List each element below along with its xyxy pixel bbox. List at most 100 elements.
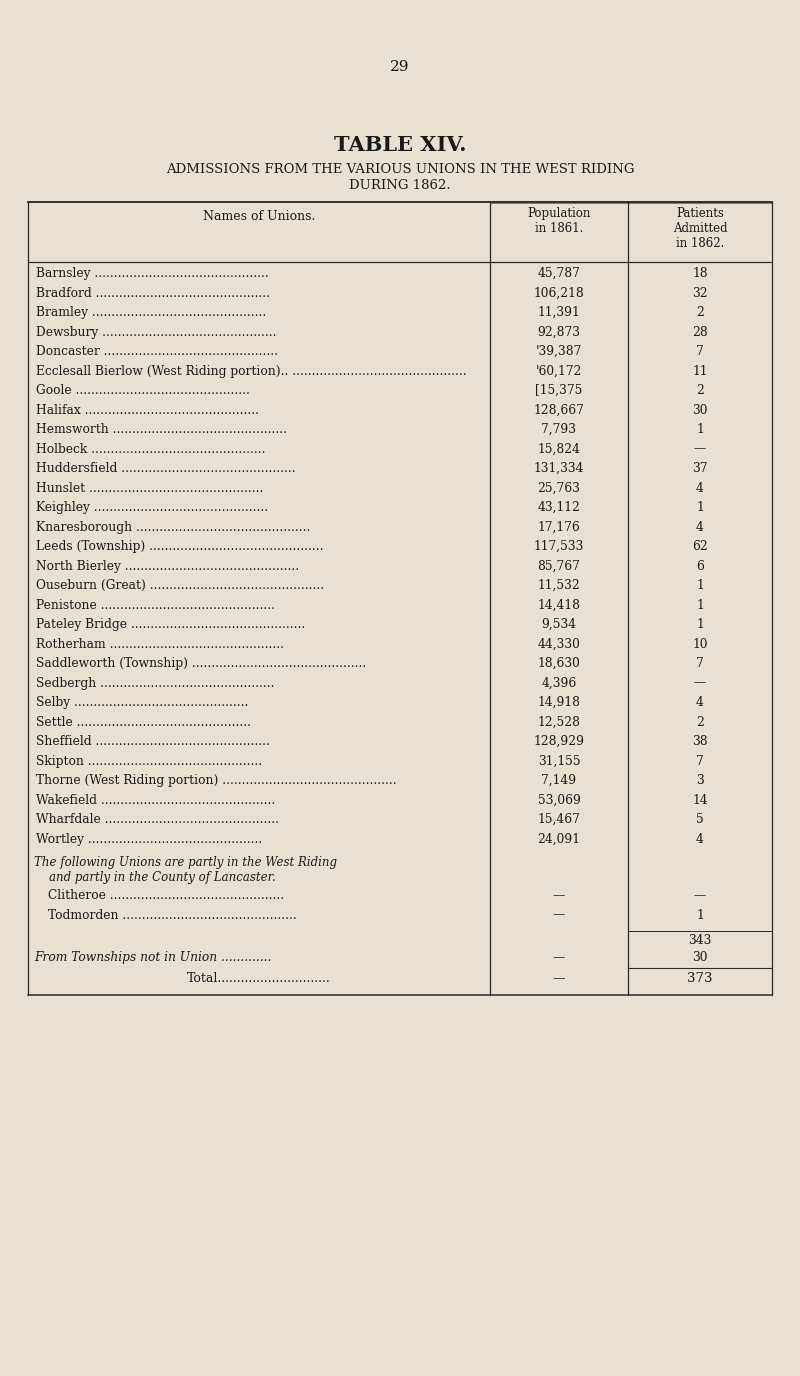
Text: ADMISSIONS FROM THE VARIOUS UNIONS IN THE WEST RIDING: ADMISSIONS FROM THE VARIOUS UNIONS IN TH… xyxy=(166,162,634,176)
Text: —: — xyxy=(553,908,565,922)
Text: —: — xyxy=(553,971,566,985)
Text: Hemsworth .............................................: Hemsworth ..............................… xyxy=(36,422,287,436)
Text: and partly in the County of Lancaster.: and partly in the County of Lancaster. xyxy=(34,871,276,883)
Text: Penistone .............................................: Penistone ..............................… xyxy=(36,599,275,611)
Text: Thorne (West Riding portion) .............................................: Thorne (West Riding portion) ...........… xyxy=(36,775,397,787)
Text: 117,533: 117,533 xyxy=(534,539,584,553)
Text: Dewsbury .............................................: Dewsbury ...............................… xyxy=(36,326,277,338)
Text: 11,532: 11,532 xyxy=(538,579,580,592)
Text: 11,391: 11,391 xyxy=(538,305,580,319)
Text: 7,793: 7,793 xyxy=(542,422,577,436)
Text: 11: 11 xyxy=(692,365,708,377)
Text: Goole .............................................: Goole ..................................… xyxy=(36,384,250,398)
Text: 28: 28 xyxy=(692,326,708,338)
Text: —: — xyxy=(694,889,706,903)
Text: 131,334: 131,334 xyxy=(534,462,584,475)
Text: Population
in 1861.: Population in 1861. xyxy=(527,206,590,235)
Text: 9,534: 9,534 xyxy=(542,618,577,632)
Text: 1: 1 xyxy=(696,579,704,592)
Text: Wortley .............................................: Wortley ................................… xyxy=(36,832,262,845)
Text: —: — xyxy=(553,889,565,903)
Text: 7: 7 xyxy=(696,754,704,768)
Text: '39,387: '39,387 xyxy=(536,345,582,358)
Text: Wharfdale .............................................: Wharfdale ..............................… xyxy=(36,813,279,826)
Text: From Townships not in Union .............: From Townships not in Union ............… xyxy=(34,951,271,965)
Text: 31,155: 31,155 xyxy=(538,754,580,768)
Text: 18,630: 18,630 xyxy=(538,656,581,670)
Text: 2: 2 xyxy=(696,716,704,728)
Text: 4: 4 xyxy=(696,832,704,845)
Text: Saddleworth (Township) .............................................: Saddleworth (Township) .................… xyxy=(36,656,366,670)
Text: Keighley .............................................: Keighley ...............................… xyxy=(36,501,268,515)
Text: 1: 1 xyxy=(696,422,704,436)
Text: Names of Unions.: Names of Unions. xyxy=(203,211,315,223)
Text: Sheffield .............................................: Sheffield ..............................… xyxy=(36,735,270,749)
Text: [15,375: [15,375 xyxy=(535,384,582,398)
Text: 30: 30 xyxy=(692,951,708,965)
Text: Ouseburn (Great) .............................................: Ouseburn (Great) .......................… xyxy=(36,579,324,592)
Text: 85,767: 85,767 xyxy=(538,560,581,572)
Text: 5: 5 xyxy=(696,813,704,826)
Text: '60,172: '60,172 xyxy=(536,365,582,377)
Text: 14,418: 14,418 xyxy=(538,599,581,611)
Text: 4,396: 4,396 xyxy=(542,677,577,689)
Text: Skipton .............................................: Skipton ................................… xyxy=(36,754,262,768)
Text: 29: 29 xyxy=(390,61,410,74)
Text: 1: 1 xyxy=(696,599,704,611)
Text: 2: 2 xyxy=(696,305,704,319)
Text: 7,149: 7,149 xyxy=(542,775,577,787)
Text: 2: 2 xyxy=(696,384,704,398)
Text: 44,330: 44,330 xyxy=(538,637,581,651)
Text: 38: 38 xyxy=(692,735,708,749)
Text: 6: 6 xyxy=(696,560,704,572)
Text: Knaresborough .............................................: Knaresborough ..........................… xyxy=(36,520,310,534)
Text: 1: 1 xyxy=(696,618,704,632)
Text: Sedbergh .............................................: Sedbergh ...............................… xyxy=(36,677,274,689)
Text: 373: 373 xyxy=(687,971,713,985)
Text: 18: 18 xyxy=(692,267,708,279)
Text: Settle .............................................: Settle .................................… xyxy=(36,716,251,728)
Text: TABLE XIV.: TABLE XIV. xyxy=(334,135,466,155)
Text: 92,873: 92,873 xyxy=(538,326,581,338)
Text: 45,787: 45,787 xyxy=(538,267,581,279)
Text: 12,528: 12,528 xyxy=(538,716,581,728)
Text: 4: 4 xyxy=(696,482,704,494)
Text: Pateley Bridge .............................................: Pateley Bridge .........................… xyxy=(36,618,306,632)
Text: 62: 62 xyxy=(692,539,708,553)
Text: Barnsley .............................................: Barnsley ...............................… xyxy=(36,267,269,279)
Text: 30: 30 xyxy=(692,403,708,417)
Text: —: — xyxy=(694,677,706,689)
Text: Selby .............................................: Selby ..................................… xyxy=(36,696,248,709)
Text: Doncaster .............................................: Doncaster ..............................… xyxy=(36,345,278,358)
Text: Huddersfield .............................................: Huddersfield ...........................… xyxy=(36,462,296,475)
Text: Todmorden .............................................: Todmorden ..............................… xyxy=(48,908,297,922)
Text: —: — xyxy=(694,443,706,455)
Text: 15,467: 15,467 xyxy=(538,813,581,826)
Text: Bramley .............................................: Bramley ................................… xyxy=(36,305,266,319)
Text: The following Unions are partly in the West Riding: The following Unions are partly in the W… xyxy=(34,856,337,870)
Text: 4: 4 xyxy=(696,696,704,709)
Text: 343: 343 xyxy=(688,934,712,947)
Text: Ecclesall Bierlow (West Riding portion).. ......................................: Ecclesall Bierlow (West Riding portion).… xyxy=(36,365,466,377)
Text: 1: 1 xyxy=(696,908,704,922)
Text: Holbeck .............................................: Holbeck ................................… xyxy=(36,443,266,455)
Text: Total.............................: Total............................. xyxy=(187,971,331,985)
Text: 7: 7 xyxy=(696,345,704,358)
Text: Clitheroe .............................................: Clitheroe ..............................… xyxy=(48,889,284,903)
Text: Bradford .............................................: Bradford ...............................… xyxy=(36,286,270,300)
Text: —: — xyxy=(553,951,565,965)
Text: 32: 32 xyxy=(692,286,708,300)
Text: 1: 1 xyxy=(696,501,704,515)
Text: 37: 37 xyxy=(692,462,708,475)
Text: Hunslet .............................................: Hunslet ................................… xyxy=(36,482,263,494)
Text: 4: 4 xyxy=(696,520,704,534)
Text: 3: 3 xyxy=(696,775,704,787)
Text: North Bierley .............................................: North Bierley ..........................… xyxy=(36,560,299,572)
Text: Leeds (Township) .............................................: Leeds (Township) .......................… xyxy=(36,539,323,553)
Text: 128,929: 128,929 xyxy=(534,735,585,749)
Text: 53,069: 53,069 xyxy=(538,794,581,806)
Text: Patients
Admitted
in 1862.: Patients Admitted in 1862. xyxy=(673,206,727,250)
Text: 43,112: 43,112 xyxy=(538,501,581,515)
Text: 17,176: 17,176 xyxy=(538,520,580,534)
Text: 25,763: 25,763 xyxy=(538,482,581,494)
